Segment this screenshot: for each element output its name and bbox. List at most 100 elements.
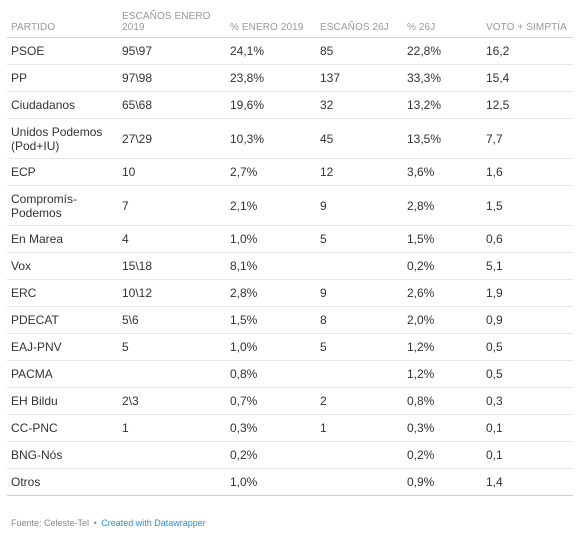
cell-party: PDECAT: [7, 306, 118, 334]
cell-pct-jan-2019: 8,1%: [226, 252, 316, 280]
column-header-party: PARTIDO: [7, 8, 118, 38]
cell-pct-26j: 22,8%: [403, 37, 482, 65]
footer-separator: •: [93, 518, 97, 528]
cell-pct-26j: 2,8%: [403, 185, 482, 226]
datawrapper-credit-link[interactable]: Created with Datawrapper: [101, 518, 206, 528]
cell-pct-26j: 0,2%: [403, 441, 482, 469]
cell-pct-jan-2019: 19,6%: [226, 91, 316, 119]
cell-party: PSOE: [7, 37, 118, 65]
cell-pct-26j: 13,5%: [403, 118, 482, 159]
table-row: Otros 1,0% 0,9% 1,4: [7, 468, 573, 496]
cell-seats-jan-2019: [118, 441, 226, 469]
cell-seats-26j: 137: [316, 64, 403, 92]
table-row: BNG-Nós 0,2% 0,2% 0,1: [7, 441, 573, 469]
cell-seats-jan-2019: 4: [118, 225, 226, 253]
cell-pct-26j: 0,2%: [403, 252, 482, 280]
cell-party: ERC: [7, 279, 118, 307]
cell-pct-jan-2019: 1,0%: [226, 333, 316, 361]
cell-pct-26j: 33,3%: [403, 64, 482, 92]
cell-seats-jan-2019: 95\97: [118, 37, 226, 65]
cell-party: ECP: [7, 158, 118, 186]
table-row: Unidos Podemos (Pod+IU) 27\29 10,3% 45 13,5%…: [7, 118, 573, 159]
cell-vote-sympathy: 1,5: [482, 185, 573, 226]
table-row: Ciudadanos 65\68 19,6% 32 13,2% 12,5: [7, 91, 573, 119]
cell-vote-sympathy: 1,6: [482, 158, 573, 186]
cell-pct-jan-2019: 0,7%: [226, 387, 316, 415]
cell-seats-jan-2019: 27\29: [118, 118, 226, 159]
cell-vote-sympathy: 1,9: [482, 279, 573, 307]
results-table: PARTIDO ESCAÑOS ENERO 2019% ENERO 2019 ESC…: [7, 8, 573, 496]
cell-seats-26j: [316, 252, 403, 280]
cell-pct-26j: 1,2%: [403, 360, 482, 388]
cell-pct-26j: 0,9%: [403, 468, 482, 496]
table-row: EAJ-PNV 5 1,0% 5 1,2% 0,5: [7, 333, 573, 361]
table-row: PP 97\98 23,8% 137 33,3% 15,4: [7, 64, 573, 92]
cell-pct-26j: 0,3%: [403, 414, 482, 442]
cell-vote-sympathy: 0,5: [482, 333, 573, 361]
cell-seats-26j: 8: [316, 306, 403, 334]
results-table-container: PARTIDO ESCAÑOS ENERO 2019% ENERO 2019 ESC…: [7, 8, 573, 496]
cell-vote-sympathy: 5,1: [482, 252, 573, 280]
cell-pct-jan-2019: 10,3%: [226, 118, 316, 159]
cell-party: PACMA: [7, 360, 118, 388]
cell-party: En Marea: [7, 225, 118, 253]
table-row: En Marea 4 1,0% 5 1,5% 0,6: [7, 225, 573, 253]
cell-pct-26j: 13,2%: [403, 91, 482, 119]
cell-pct-26j: 1,5%: [403, 225, 482, 253]
cell-vote-sympathy: 15,4: [482, 64, 573, 92]
cell-party: Ciudadanos: [7, 91, 118, 119]
cell-party: Vox: [7, 252, 118, 280]
cell-party: PP: [7, 64, 118, 92]
column-header-pct-26j: % 26J: [403, 8, 482, 38]
cell-seats-jan-2019: [118, 360, 226, 388]
cell-seats-jan-2019: 5\6: [118, 306, 226, 334]
cell-pct-26j: 3,6%: [403, 158, 482, 186]
column-header-vote-sympathy: VOTO + SIMPTÍA: [482, 8, 573, 38]
cell-pct-jan-2019: 0,2%: [226, 441, 316, 469]
cell-party: CC-PNC: [7, 414, 118, 442]
cell-seats-jan-2019: [118, 468, 226, 496]
cell-seats-26j: 45: [316, 118, 403, 159]
cell-vote-sympathy: 16,2: [482, 37, 573, 65]
table-row: EH Bildu 2\3 0,7% 2 0,8% 0,3: [7, 387, 573, 415]
cell-pct-jan-2019: 2,1%: [226, 185, 316, 226]
table-body: PSOE 95\97 24,1% 85 22,8% 16,2 PP 97\98 23,8% 137…: [7, 37, 573, 496]
cell-party: Otros: [7, 468, 118, 496]
cell-vote-sympathy: 0,1: [482, 414, 573, 442]
cell-party: BNG-Nós: [7, 441, 118, 469]
column-header-seats-jan-2019: ESCAÑOS ENERO 2019: [118, 8, 226, 38]
cell-vote-sympathy: 0,1: [482, 441, 573, 469]
cell-pct-jan-2019: 2,8%: [226, 279, 316, 307]
cell-seats-jan-2019: 1: [118, 414, 226, 442]
table-row: CC-PNC 1 0,3% 1 0,3% 0,1: [7, 414, 573, 442]
cell-party: Compromís-Podemos: [7, 185, 118, 226]
cell-pct-26j: 2,0%: [403, 306, 482, 334]
footer: Fuente: Celeste-Tel • Created with Dataw…: [11, 518, 206, 528]
cell-seats-26j: 85: [316, 37, 403, 65]
cell-seats-jan-2019: 5: [118, 333, 226, 361]
cell-seats-jan-2019: 10\12: [118, 279, 226, 307]
cell-pct-jan-2019: 0,3%: [226, 414, 316, 442]
cell-vote-sympathy: 1,4: [482, 468, 573, 496]
cell-pct-jan-2019: 2,7%: [226, 158, 316, 186]
cell-seats-26j: 12: [316, 158, 403, 186]
table-header: PARTIDO ESCAÑOS ENERO 2019% ENERO 2019 ESC…: [7, 8, 573, 38]
cell-vote-sympathy: 0,9: [482, 306, 573, 334]
cell-pct-jan-2019: 24,1%: [226, 37, 316, 65]
cell-seats-26j: 5: [316, 225, 403, 253]
column-header-seats-26j: ESCAÑOS 26J: [316, 8, 403, 38]
table-row: PDECAT 5\6 1,5% 8 2,0% 0,9: [7, 306, 573, 334]
cell-seats-26j: 1: [316, 414, 403, 442]
cell-seats-jan-2019: 2\3: [118, 387, 226, 415]
cell-vote-sympathy: 7,7: [482, 118, 573, 159]
cell-vote-sympathy: 0,3: [482, 387, 573, 415]
cell-vote-sympathy: 0,6: [482, 225, 573, 253]
column-header-pct-jan-2019: % ENERO 2019: [226, 8, 316, 38]
table-row: Compromís-Podemos 7 2,1% 9 2,8% 1,5: [7, 185, 573, 226]
cell-seats-jan-2019: 15\18: [118, 252, 226, 280]
cell-seats-jan-2019: 10: [118, 158, 226, 186]
cell-seats-26j: 9: [316, 185, 403, 226]
cell-pct-jan-2019: 0,8%: [226, 360, 316, 388]
source-note: Fuente: Celeste-Tel: [11, 518, 90, 528]
cell-pct-jan-2019: 1,0%: [226, 468, 316, 496]
